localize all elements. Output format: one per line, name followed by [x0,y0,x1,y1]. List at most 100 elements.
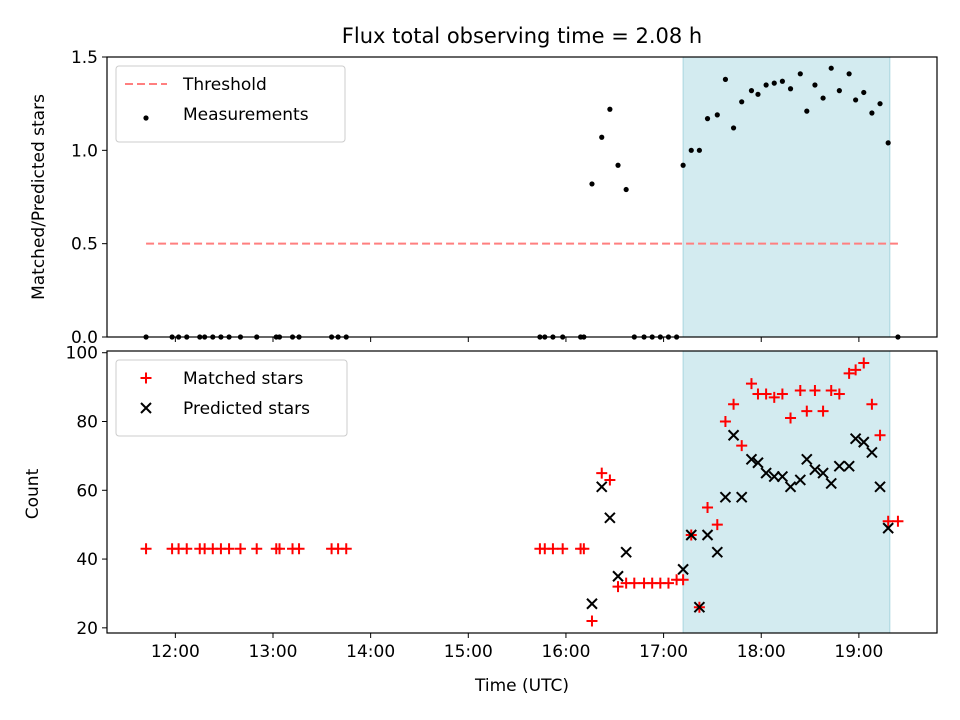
matched-stars-point [557,543,569,555]
matched-stars-point [662,577,674,589]
measurement-point [763,82,769,88]
x-tick-label: 16:00 [541,642,590,662]
matched-stars-point [612,581,624,593]
legend-box [115,65,346,143]
measurement-point [877,101,883,107]
chart-title: Flux total observing time = 2.08 h [342,24,702,48]
legend-label: Threshold [182,75,267,95]
matched-stars-point [892,515,904,527]
matched-stars-point [181,543,193,555]
predicted-stars-point [858,436,870,448]
predicted-stars-point [794,474,807,486]
x-tick-label: 18:00 [737,642,786,662]
predicted-stars-point [685,529,697,541]
matched-stars-point [736,440,748,452]
matched-stars-point [874,429,886,441]
predicted-stars-point [727,429,740,441]
predicted-stars-point [874,481,886,493]
matched-stars-point [794,385,806,397]
y-tick-label: 40 [76,550,98,570]
measurement-point [589,181,595,187]
x-tick-label: 13:00 [249,642,298,662]
legend: Matched stars Predicted stars [115,359,348,437]
predicted-stars-point [849,432,862,445]
y-tick-label: 60 [76,481,98,501]
x-tick-label: 15:00 [444,642,493,662]
measurement-point [820,95,826,101]
measurement-point [861,89,867,96]
matched-stars-point [677,574,689,586]
predicted-stars-point [701,529,714,541]
measurement-point [704,116,711,122]
measurement-point [722,76,729,82]
measurement-point [607,106,613,112]
predicted-stars-point [866,446,878,459]
y-tick-label: 1.5 [71,48,98,68]
matched-stars-point [833,388,845,400]
matched-stars-point [578,543,590,555]
measurement-point [787,86,794,92]
matched-stars-point [547,543,559,555]
measurement-point [797,71,803,77]
predicted-stars-point [817,467,829,479]
y-tick-label: 20 [76,619,98,639]
matched-stars-point [293,543,305,555]
y-tick-label: 0.0 [71,328,98,348]
observing-window-shade [682,56,891,338]
measurement-point [804,108,810,114]
measurement-point [623,186,629,193]
matched-stars-point [866,398,878,410]
axes-frame [106,350,938,634]
matched-stars-point [728,398,740,410]
predicted-stars-point [801,453,813,466]
predicted-stars-point [596,481,608,493]
matched-stars-point [745,378,757,390]
legend-box [115,359,348,437]
legend-label: Matched stars [183,369,303,389]
measurement-point [869,110,875,116]
measurement-point [739,99,745,105]
matched-stars-point [274,543,286,555]
measurement-point [730,125,737,131]
axes-frame [106,56,938,338]
legend-predicted-swatch [140,402,152,414]
measurement-point [688,147,694,153]
matched-stars-point [809,385,821,397]
top-y-axis-label: Matched/Predicted stars [29,94,49,300]
predicted-stars-point [612,570,624,582]
y-tick-label: 0.5 [71,235,98,255]
predicted-stars-point [882,522,894,534]
predicted-stars-point [604,512,616,524]
predicted-stars-point [760,467,772,479]
legend: Threshold Measurements [115,65,346,143]
measurement-point [599,134,605,140]
legend-label: Predicted stars [183,399,310,419]
matched-stars-point [223,543,235,555]
x-tick-label: 19:00 [834,642,883,662]
matched-stars-point [850,364,862,376]
predicted-stars-point [825,477,837,490]
predicted-stars-point [752,457,764,469]
predicted-stars-point [776,470,789,483]
matched-stars-point [586,615,598,627]
matched-stars-point [882,515,894,527]
bottom-y-axis-label: Count [23,468,43,519]
predicted-stars-point [719,491,732,503]
matched-stars-point [702,501,714,513]
matched-stars-point [234,543,246,555]
matched-stars-point [711,519,723,531]
matched-stars-point [801,405,813,417]
legend-measurement-swatch [143,115,149,121]
predicted-stars-point [735,491,748,503]
matched-stars-point [817,405,829,417]
measurement-point [748,88,755,94]
matched-stars-point [843,367,855,379]
matched-stars-point [604,474,616,486]
predicted-stars-point [693,601,706,613]
legend-matched-swatch [140,372,152,384]
bottom-panel: 20 40 60 80 100 12:00 13:00 14:00 15:00 16:00 17:0… [66,344,938,662]
measurement-point [615,162,621,168]
y-tick-label: 1.0 [71,141,98,161]
predicted-stars-point [745,453,758,466]
measurement-point [885,140,891,146]
